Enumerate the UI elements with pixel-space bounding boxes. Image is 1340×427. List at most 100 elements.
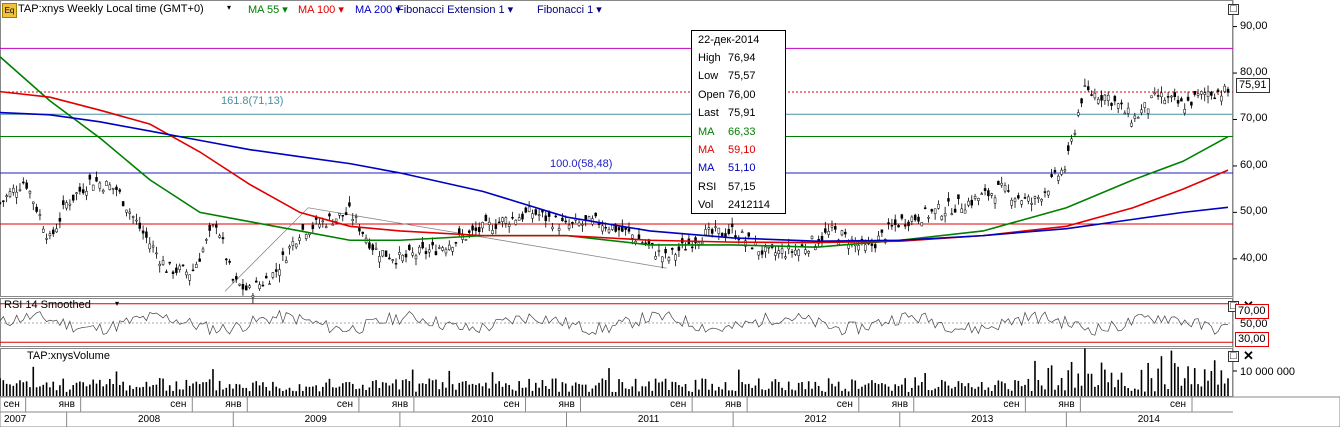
- candle-body: [667, 257, 671, 262]
- volume-bar: [711, 383, 713, 396]
- legend-item[interactable]: MA 200 ▾: [355, 4, 401, 16]
- volume-bar: [924, 372, 926, 396]
- volume-bar: [272, 381, 274, 396]
- volume-bar: [89, 384, 91, 396]
- candle-body: [977, 197, 980, 201]
- volume-bar: [1080, 385, 1083, 396]
- candle-body: [514, 219, 518, 225]
- volume-bar: [212, 369, 214, 396]
- candle-body: [690, 246, 694, 249]
- volume-bar: [894, 384, 897, 396]
- candle-body: [8, 191, 12, 197]
- volume-bar: [1124, 385, 1126, 396]
- tooltip-label: High: [698, 52, 721, 64]
- candle-body: [933, 208, 937, 214]
- volume-bar: [178, 389, 181, 396]
- candle-body: [458, 228, 461, 235]
- candle-body: [264, 275, 268, 279]
- logo-icon[interactable]: Eq: [2, 3, 17, 18]
- candle-body: [1000, 182, 1003, 186]
- candle-body: [601, 225, 604, 232]
- candle-body: [408, 244, 411, 250]
- candle-body: [1210, 91, 1213, 96]
- candle-body: [1017, 195, 1020, 199]
- volume-close-icon[interactable]: ✕: [1243, 348, 1254, 363]
- volume-bar: [348, 382, 351, 396]
- rsi-dropdown-icon[interactable]: ▾: [115, 299, 120, 308]
- volume-bar: [99, 379, 101, 396]
- candle-body: [291, 241, 295, 246]
- volume-bar: [1137, 389, 1139, 396]
- candle-body: [121, 201, 125, 207]
- volume-bar: [275, 386, 278, 396]
- candle-body: [75, 192, 78, 194]
- candle-body: [777, 250, 780, 254]
- legend-item[interactable]: Fibonacci 1 ▾: [537, 4, 602, 16]
- volume-bar: [1197, 384, 1199, 396]
- volume-maximize-icon[interactable]: □: [1228, 351, 1239, 362]
- x-month-label: янв: [558, 399, 575, 410]
- volume-bar: [1077, 373, 1080, 396]
- candle-body: [5, 195, 8, 197]
- candle-body: [1226, 88, 1230, 93]
- candle-body: [464, 239, 468, 241]
- volume-bar: [728, 390, 730, 396]
- volume-bar: [222, 389, 224, 396]
- candle-body: [1160, 92, 1163, 98]
- candle-body: [1153, 92, 1157, 95]
- candle-body: [48, 233, 52, 237]
- volume-bar: [39, 386, 41, 396]
- volume-bar: [258, 385, 261, 396]
- candle-body: [684, 248, 687, 251]
- dropdown-arrow-icon[interactable]: ▾: [227, 3, 232, 12]
- volume-bar: [278, 388, 281, 396]
- candle-body: [1156, 95, 1160, 97]
- candle-body: [830, 225, 834, 228]
- volume-bar: [814, 381, 817, 396]
- volume-bar: [358, 388, 361, 396]
- candle-body: [1123, 112, 1127, 115]
- volume-bar: [478, 383, 481, 396]
- volume-bar: [931, 390, 933, 396]
- legend-item[interactable]: Fibonacci Extension 1 ▾: [397, 4, 514, 16]
- volume-bar: [385, 382, 387, 396]
- candle-body: [368, 242, 371, 249]
- symbol-title[interactable]: TAP:xnys Weekly Local time (GMT+0): [18, 3, 204, 15]
- volume-bar: [365, 389, 367, 396]
- maximize-icon[interactable]: □: [1228, 4, 1239, 15]
- volume-bar: [851, 379, 853, 396]
- candle-body: [424, 251, 428, 254]
- volume-bar: [82, 382, 84, 396]
- candle-body: [604, 226, 607, 229]
- volume-bar: [252, 382, 254, 396]
- candle-body: [1116, 103, 1120, 109]
- volume-bar: [428, 378, 431, 396]
- candle-body: [1067, 145, 1070, 151]
- candle-body: [654, 256, 657, 260]
- volume-bar: [654, 378, 657, 396]
- volume-bar: [528, 378, 530, 396]
- volume-bar: [232, 388, 234, 396]
- candle-body: [997, 180, 1000, 185]
- candle-body: [571, 221, 574, 224]
- volume-bar: [1140, 369, 1143, 396]
- rsi-title[interactable]: RSI 14 Smoothed: [4, 299, 91, 311]
- volume-bar: [128, 385, 131, 396]
- candle-body: [521, 213, 524, 220]
- volume-bar: [451, 384, 454, 396]
- volume-bar: [1034, 360, 1036, 396]
- candle-body: [554, 215, 558, 218]
- x-year-label: 2010: [471, 414, 494, 425]
- tooltip-value: 59,10: [728, 144, 756, 156]
- volume-bar: [841, 390, 843, 396]
- volume-title[interactable]: TAP:xnysVolume: [27, 350, 110, 362]
- candle-body: [181, 264, 185, 267]
- candle-body: [1106, 94, 1110, 101]
- candle-body: [384, 250, 388, 257]
- legend-item[interactable]: MA 100 ▾: [298, 4, 344, 16]
- legend-item[interactable]: MA 55 ▾: [248, 4, 288, 16]
- volume-bar: [328, 378, 331, 396]
- volume-bar: [594, 385, 597, 396]
- candle-body: [1190, 101, 1193, 106]
